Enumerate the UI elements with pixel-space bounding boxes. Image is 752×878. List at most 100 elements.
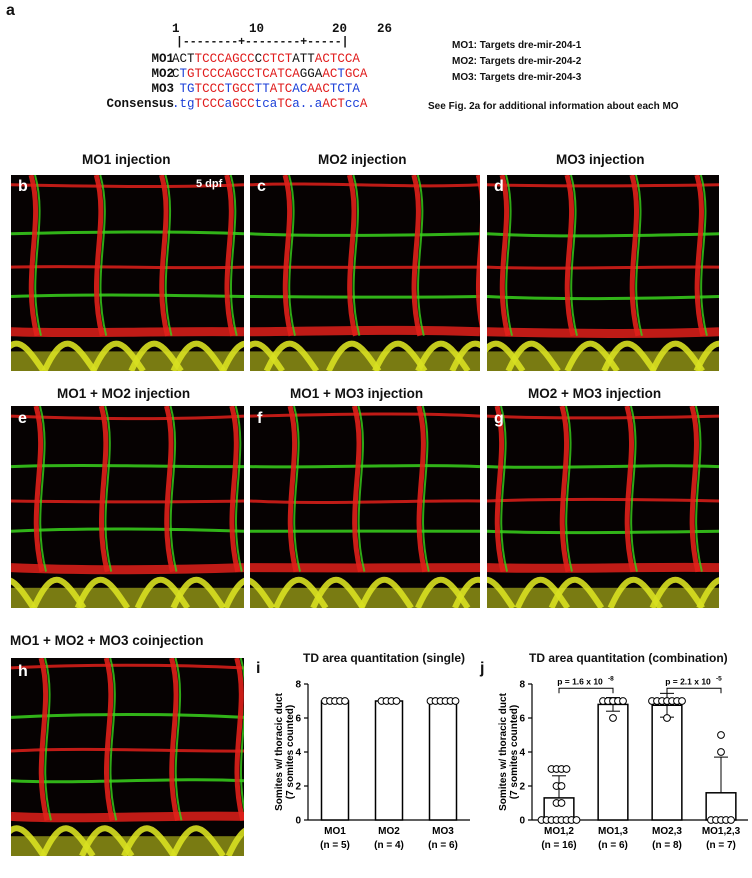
data-point	[341, 697, 349, 705]
sequence-text: ACTTCCCAGCCCCTCTATTACTCCA	[172, 52, 360, 66]
panel-title-g: MO2 + MO3 injection	[528, 386, 662, 401]
mo2-description: MO2: Targets dre-mir-204-2	[452, 56, 582, 67]
sequence-name: MO3	[151, 82, 174, 96]
data-point	[717, 731, 725, 739]
chart-title-j: TD area quantitation (combination)	[529, 651, 728, 665]
bar	[428, 700, 458, 821]
bar	[705, 792, 737, 821]
micrograph-mo2	[250, 175, 480, 371]
n-label: (n = 4)	[374, 840, 404, 851]
y-tick-label: 4	[519, 748, 525, 759]
bar	[374, 700, 404, 821]
x-tick-label: MO3	[432, 826, 454, 837]
panel-label-i: i	[256, 660, 261, 677]
significance-bracket	[666, 687, 722, 694]
bar	[320, 700, 350, 821]
panel-label-f: f	[257, 410, 263, 427]
y-axis-label: Somites w/ thoracic duct	[274, 692, 285, 810]
n-label: (n = 7)	[706, 840, 736, 851]
data-point	[663, 714, 671, 722]
panel-title-e: MO1 + MO2 injection	[57, 386, 191, 401]
data-point	[572, 816, 581, 824]
panel-label-d: d	[494, 178, 504, 195]
y-tick-label: 0	[295, 816, 301, 827]
ruler-number-20: 20	[332, 22, 348, 36]
panel-label-g: g	[494, 410, 504, 427]
sequence-name: Consensus	[106, 97, 174, 111]
sequence-text: .tgTCCCaGCCtcaTCa..aACTccA	[172, 97, 368, 111]
micrograph-mo1-mo3	[250, 406, 480, 608]
micrograph-mo1-mo2-mo3	[11, 658, 244, 856]
data-point	[451, 697, 460, 705]
n-label: (n = 6)	[428, 840, 458, 851]
n-label: (n = 16)	[541, 840, 576, 851]
data-point	[619, 697, 627, 705]
data-point	[392, 697, 401, 705]
x-tick-label: MO1,2,3	[702, 826, 741, 837]
y-tick-label: 8	[295, 680, 301, 691]
x-tick-label: MO1,3	[598, 826, 628, 837]
sequence-name: MO2	[151, 67, 174, 81]
panel-label-j: j	[480, 660, 485, 677]
data-point	[557, 782, 566, 790]
data-point	[562, 765, 571, 773]
panel-title-d: MO3 injection	[556, 152, 645, 167]
data-point	[727, 816, 735, 824]
y-axis-label: Somites w/ thoracic duct	[498, 692, 509, 810]
x-tick-label: MO2,3	[652, 826, 682, 837]
p-value-exponent: -5	[716, 675, 722, 682]
sequence-name: MO1	[151, 52, 174, 66]
panel-title-c: MO2 injection	[318, 152, 407, 167]
n-label: (n = 6)	[598, 840, 628, 851]
x-tick-label: MO1	[324, 826, 346, 837]
y-tick-label: 2	[519, 782, 525, 793]
x-tick-label: MO2	[378, 826, 400, 837]
bar	[651, 704, 683, 821]
ruler-number-10: 10	[249, 22, 265, 36]
panel-title-h: MO1 + MO2 + MO3 coinjection	[10, 633, 204, 648]
data-point	[609, 714, 617, 722]
micrograph-mo1	[11, 175, 244, 371]
n-label: (n = 5)	[320, 840, 350, 851]
p-value-label: p = 2.1 x 10	[665, 676, 711, 686]
n-label: (n = 8)	[652, 840, 682, 851]
age-tag: 5 dpf	[196, 178, 223, 190]
data-point	[717, 748, 725, 756]
sequence-text: TGTCCCTGCCTTATCACAACTCTA	[179, 82, 360, 96]
ruler-number-1: 1	[172, 22, 180, 36]
y-tick-label: 6	[295, 714, 301, 725]
mo3-description: MO3: Targets dre-mir-204-3	[452, 72, 582, 83]
p-value-exponent: -8	[608, 675, 614, 682]
panel-label-h: h	[18, 663, 28, 680]
y-axis-label-2: (7 somites counted)	[509, 705, 520, 799]
micrograph-mo3	[487, 175, 719, 371]
ruler-line: |--------+--------+-----|	[176, 36, 349, 49]
sequence-alignment: 1 10 20 26 |--------+--------+-----| MO1…	[106, 22, 410, 112]
micrograph-mo2-mo3	[487, 406, 719, 608]
y-tick-label: 8	[519, 680, 525, 691]
panel-label-e: e	[18, 410, 27, 427]
mo-descriptions: MO1: Targets dre-mir-204-1 MO2: Targets …	[452, 40, 581, 88]
micrograph-mo1-mo2	[11, 406, 244, 608]
y-tick-label: 4	[295, 748, 301, 759]
data-point	[678, 697, 686, 705]
significance-bracket	[558, 687, 614, 694]
panel-label-a: a	[6, 2, 15, 19]
chart-td-single: Somites w/ thoracic duct (7 somites count…	[274, 680, 470, 851]
figure-note: See Fig. 2a for additional information a…	[428, 101, 679, 112]
panel-title-b: MO1 injection	[82, 152, 171, 167]
y-tick-label: 6	[519, 714, 525, 725]
chart-title-i: TD area quantitation (single)	[303, 651, 466, 665]
p-value-label: p = 1.6 x 10	[557, 676, 603, 686]
ruler-number-26: 26	[377, 22, 393, 36]
mo1-description: MO1: Targets dre-mir-204-1	[452, 40, 582, 51]
chart-td-combination: Somites w/ thoracic duct (7 somites count…	[498, 675, 748, 851]
y-axis-label-2: (7 somites counted)	[285, 705, 296, 799]
sequence-text: CTGTCCCAGCCTCATCAGGAACTGCA	[172, 67, 368, 81]
panel-title-f: MO1 + MO3 injection	[290, 386, 424, 401]
x-tick-label: MO1,2	[544, 826, 574, 837]
y-tick-label: 0	[519, 816, 525, 827]
panel-label-c: c	[257, 178, 266, 195]
data-point	[557, 799, 566, 807]
panel-label-b: b	[18, 178, 28, 195]
